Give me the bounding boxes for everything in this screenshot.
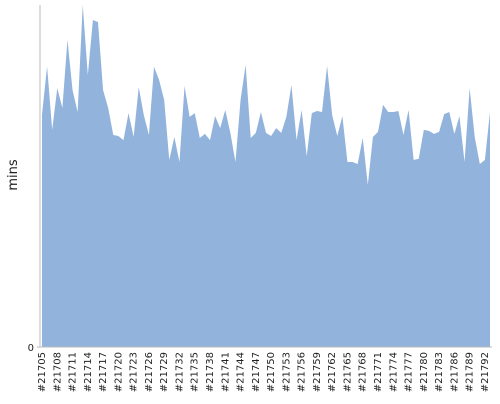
x-tick-label: #21780 [419, 352, 430, 392]
x-tick-label: #21720 [113, 352, 124, 392]
x-tick-label: #21714 [83, 352, 94, 392]
x-tick-label: #21705 [37, 352, 48, 392]
x-tick-label: #21759 [312, 352, 323, 392]
y-axis-label: mins [6, 159, 21, 191]
x-tick-label: #21783 [434, 352, 445, 392]
x-tick-label: #21729 [159, 352, 170, 392]
x-tick-label: #21756 [297, 352, 308, 392]
x-tick-label: #21750 [266, 352, 277, 392]
x-tick-label: #21789 [465, 352, 476, 392]
y-tick-label: 0 [28, 343, 34, 354]
x-tick-label: #21792 [480, 352, 491, 392]
x-tick-label: #21732 [174, 352, 185, 392]
x-tick-label: #21738 [205, 352, 216, 392]
x-tick-label: #21735 [190, 352, 201, 392]
x-tick-label: #21774 [388, 352, 399, 392]
area [42, 5, 490, 347]
x-tick-label: #21723 [129, 352, 140, 392]
x-tick-label: #21768 [358, 352, 369, 392]
x-tick-label: #21762 [327, 352, 338, 392]
x-tick-label: #21786 [449, 352, 460, 392]
x-tick-label: #21708 [52, 352, 63, 392]
x-tick-label: #21741 [220, 352, 231, 392]
x-tick-label: #21753 [281, 352, 292, 392]
x-tick-label: #21744 [236, 352, 247, 392]
x-tick-label: #21771 [373, 352, 384, 392]
x-tick-label: #21747 [251, 352, 262, 392]
x-tick-label: #21717 [98, 352, 109, 392]
x-tick-label: #21726 [144, 352, 155, 392]
x-tick-label: #21777 [404, 352, 415, 392]
x-tick-label: #21765 [342, 352, 353, 392]
x-tick-label: #21711 [68, 352, 79, 392]
